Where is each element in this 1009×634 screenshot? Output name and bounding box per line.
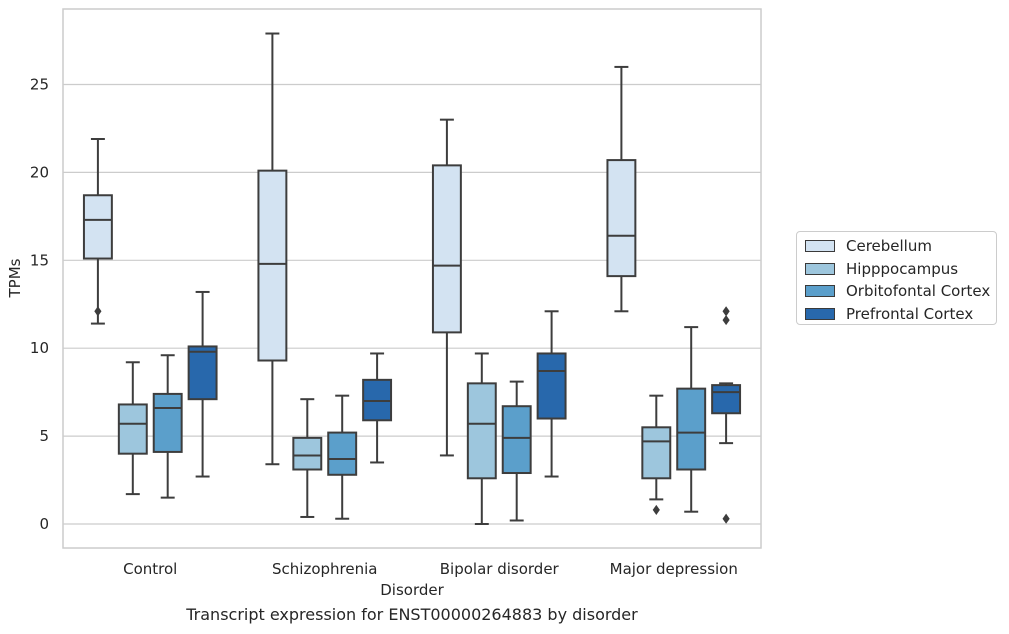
box-iqr [152,392,183,453]
x-axis-label: Disorder [380,581,444,599]
y-tick-labels: 0 5 10 15 20 25 [30,76,49,534]
box-iqr [606,159,637,278]
outlier-point [94,306,102,317]
box-iqr [536,352,567,420]
box-iqr [257,169,288,362]
box-iqr [292,436,323,471]
box-iqr [501,405,532,475]
boxes [82,32,742,525]
box-1-2 [327,394,358,520]
legend-swatch-cerebellum [805,240,835,253]
box-iqr [187,345,218,401]
legend: Cerebellum Hipppocampus Orbitofontal Cor… [796,231,997,325]
legend-item-hippocampus: Hipppocampus [805,258,996,281]
box-2-1 [466,352,497,525]
y-tick-label: 25 [30,76,49,94]
box-0-0 [82,137,113,325]
legend-label: Cerebellum [846,237,932,256]
box-3-2 [676,326,707,513]
x-tick-label: Major depression [610,560,738,578]
outlier-point [722,513,730,524]
legend-swatch-hippocampus [805,262,835,275]
legend-item-cerebellum: Cerebellum [805,235,996,258]
figure-caption: Transcript expression for ENST0000026488… [186,605,638,624]
y-tick-label: 15 [30,251,49,269]
box-3-0 [606,65,637,313]
x-tick-label: Bipolar disorder [440,560,560,578]
box-iqr [676,387,707,471]
y-tick-label: 20 [30,163,49,181]
box-2-2 [501,380,532,522]
box-iqr [641,426,672,480]
legend-item-orbitofrontal: Orbitofontal Cortex [805,280,996,303]
box-3-1 [641,394,672,515]
outlier-point [722,306,730,317]
box-0-1 [117,361,148,496]
legend-label: Hipppocampus [846,259,959,278]
legend-label: Prefrontal Cortex [846,304,974,323]
y-tick-label: 0 [39,515,49,533]
outlier-point [722,315,730,326]
legend-item-prefrontal: Prefrontal Cortex [805,303,996,326]
box-2-3 [536,310,567,478]
y-tick-label: 5 [39,427,49,445]
plot-frame [62,8,762,549]
box-0-2 [152,354,183,499]
legend-label: Orbitofontal Cortex [846,282,991,301]
box-3-3 [711,306,742,524]
outlier-point [652,504,660,515]
y-axis-label: TPMs [6,258,24,298]
box-iqr [117,403,148,455]
box-iqr [466,382,497,480]
y-tick-label: 10 [30,339,49,357]
legend-swatch-orbitofrontal [805,285,835,298]
box-1-1 [292,398,323,518]
box-0-3 [187,290,218,478]
box-iqr [711,384,742,415]
box-iqr [327,431,358,476]
box-iqr [431,164,462,334]
box-1-3 [362,352,393,464]
box-2-0 [431,118,462,457]
box-iqr [82,194,113,260]
x-tick-label: Schizophrenia [272,560,377,578]
x-tick-labels: Control Schizophrenia Bipolar disorder Majo… [123,560,738,578]
x-tick-label: Control [123,560,177,578]
legend-swatch-prefrontal [805,307,835,320]
box-1-0 [257,32,288,466]
